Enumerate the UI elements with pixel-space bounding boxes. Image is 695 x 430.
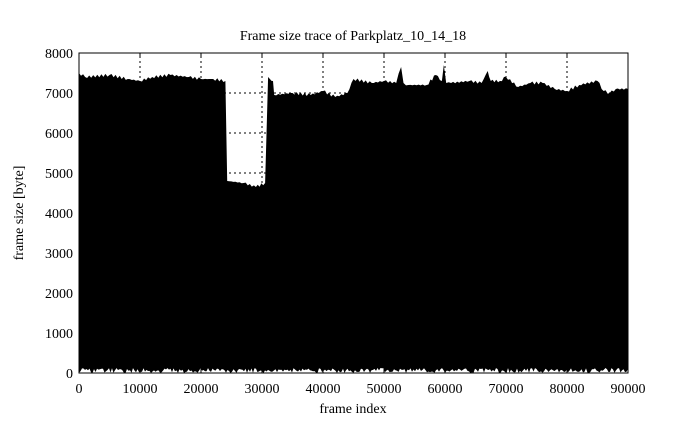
series-area [79,65,628,373]
x-tick-label: 90000 [611,382,646,397]
x-tick-label: 0 [76,382,83,397]
x-tick-label: 60000 [428,382,463,397]
y-tick-label: 4000 [45,207,73,222]
y-tick-label: 1000 [45,327,73,342]
ticks: 0 10000 20000 30000 40000 50000 60000 70000 8000… [45,47,646,397]
y-tick-label: 7000 [45,87,73,102]
y-tick-label: 0 [66,367,73,382]
x-tick-label: 50000 [367,382,402,397]
x-tick-label: 20000 [184,382,219,397]
y-tick-label: 2000 [45,287,73,302]
x-tick-label: 10000 [123,382,158,397]
x-tick-label: 30000 [245,382,280,397]
x-axis-label: frame index [319,402,386,417]
x-tick-label: 70000 [489,382,524,397]
x-tick-label: 80000 [550,382,585,397]
y-tick-label: 6000 [45,127,73,142]
chart-title: Frame size trace of Parkplatz_10_14_18 [240,29,466,44]
y-tick-label: 5000 [45,167,73,182]
y-axis-label: frame size [byte] [12,166,27,261]
y-tick-label: 3000 [45,247,73,262]
x-tick-label: 40000 [306,382,341,397]
y-tick-label: 8000 [45,47,73,62]
